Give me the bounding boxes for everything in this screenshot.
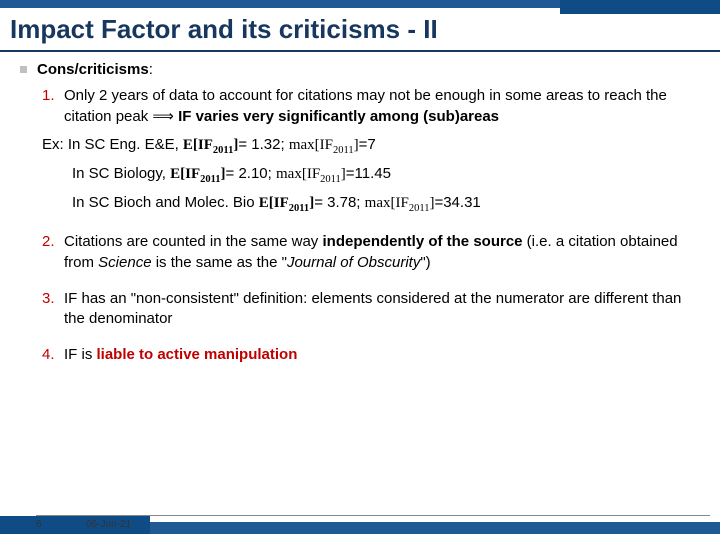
number-4: 4. xyxy=(42,345,64,365)
criticism-2-text: Citations are counted in the same way in… xyxy=(64,232,702,273)
cons-label: Cons/criticisms xyxy=(37,61,149,78)
footer: 6 06-Jun-21 xyxy=(0,506,720,534)
ex-line-2: In SC Biology, E[IF2011]= 2.10; max[IF20… xyxy=(72,164,702,187)
ex1-a: In SC Eng. E&E, xyxy=(68,136,183,153)
ex1-eif: E[IF2011] xyxy=(183,137,238,153)
criticism-3-text: IF has an "non-consistent" definition: e… xyxy=(64,289,702,330)
criticism-2: 2. Citations are counted in the same way… xyxy=(42,232,702,273)
implies-icon: ⟹ xyxy=(152,109,174,125)
crit4-a: IF is xyxy=(64,346,97,363)
criticism-4: 4. IF is liable to active manipulation xyxy=(42,345,702,365)
slide-body: Cons/criticisms: 1. Only 2 years of data… xyxy=(20,60,702,372)
ex1-max: max[IF2011] xyxy=(289,137,359,153)
crit2-a: Citations are counted in the same way xyxy=(64,233,322,250)
example-block: Ex: In SC Eng. E&E, E[IF2011]= 1.32; max… xyxy=(42,135,702,217)
criticism-3: 3. IF has an "non-consistent" definition… xyxy=(42,289,702,330)
cons-header-row: Cons/criticisms: xyxy=(20,60,702,80)
crit2-f: Journal of Obscurity xyxy=(287,254,420,271)
slide-title: Impact Factor and its criticisms - II xyxy=(10,14,438,45)
ex3-a: In SC Bioch and Molec. Bio xyxy=(72,194,259,211)
crit2-g: ") xyxy=(420,254,430,271)
crit2-d: Science xyxy=(98,254,151,271)
ex3-b: = 3.78; xyxy=(314,194,364,211)
number-1: 1. xyxy=(42,86,64,106)
ex3-eif: E[IF2011] xyxy=(259,195,314,211)
ex-line-3: In SC Bioch and Molec. Bio E[IF2011]= 3.… xyxy=(72,193,702,216)
title-underline xyxy=(0,50,720,52)
crit1-part-b: IF varies very significantly among (sub)… xyxy=(174,108,499,125)
top-accent-bar xyxy=(0,0,720,8)
ex-label: Ex: xyxy=(42,136,64,153)
criticism-4-text: IF is liable to active manipulation xyxy=(64,345,702,365)
ex2-b: = 2.10; xyxy=(226,165,276,182)
ex3-max: max[IF2011] xyxy=(365,195,435,211)
ex2-c: =11.45 xyxy=(346,165,391,182)
ex1-b: = 1.32; xyxy=(238,136,288,153)
footer-date: 06-Jun-21 xyxy=(86,519,131,530)
crit2-e: is the same as the " xyxy=(152,254,287,271)
bullet-square-icon xyxy=(20,66,27,73)
number-3: 3. xyxy=(42,289,64,309)
page-number: 6 xyxy=(36,519,42,530)
number-2: 2. xyxy=(42,232,64,252)
ex1-c: =7 xyxy=(359,136,376,153)
criticism-1: 1. Only 2 years of data to account for c… xyxy=(42,86,702,127)
cons-header: Cons/criticisms: xyxy=(37,60,153,80)
crit4-b: liable to active manipulation xyxy=(97,346,298,363)
ex-line-1: Ex: In SC Eng. E&E, E[IF2011]= 1.32; max… xyxy=(42,135,702,158)
ex2-max: max[IF2011] xyxy=(276,166,346,182)
ex2-eif: E[IF2011] xyxy=(170,166,225,182)
ex2-a: In SC Biology, xyxy=(72,165,170,182)
ex3-c: =34.31 xyxy=(434,194,480,211)
crit2-b: independently of the source xyxy=(322,233,522,250)
criticism-1-text: Only 2 years of data to account for cita… xyxy=(64,86,702,127)
